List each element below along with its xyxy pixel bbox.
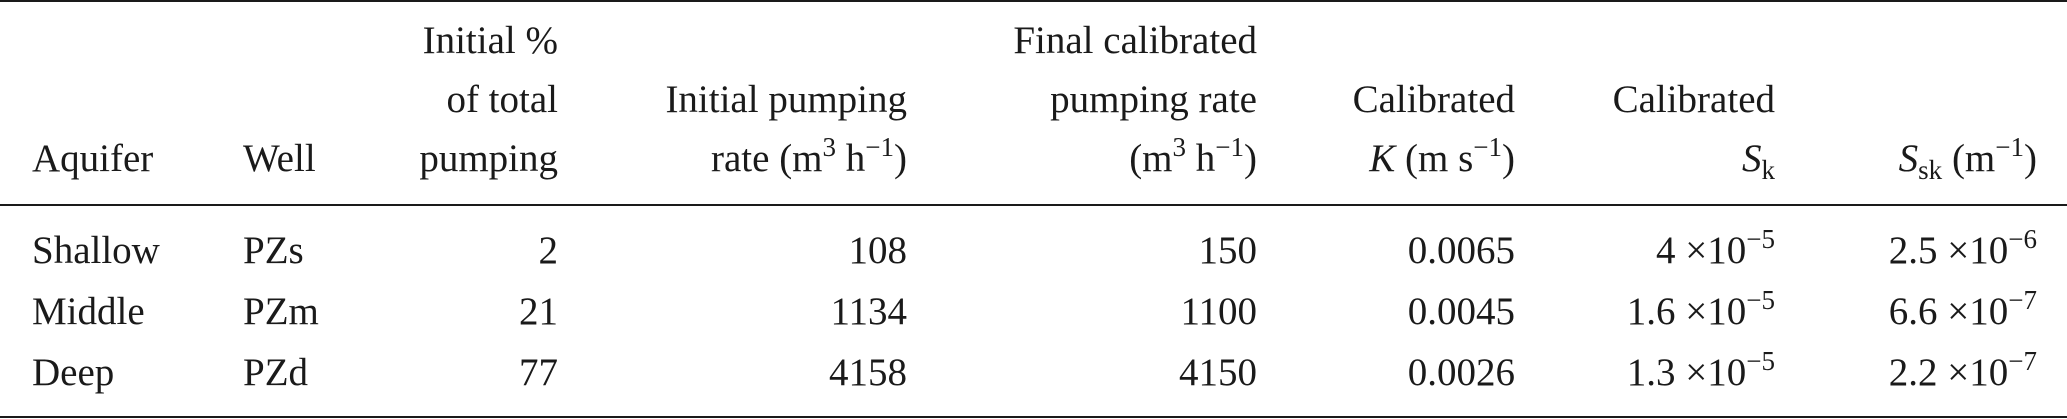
cell-initial-rate: 1134 — [830, 290, 907, 333]
cell-aquifer: Shallow — [32, 229, 160, 272]
cell-k: 0.0026 — [1407, 351, 1515, 394]
header-final-rate-line3: (m3 h−1) — [1129, 132, 1257, 181]
header-initial-pct-line3: pumping — [419, 137, 558, 180]
top-rule — [0, 0, 2067, 2]
header-calibrated-k-line2: K (m s−1) — [1369, 132, 1515, 181]
header-calibrated-sk-line1: Calibrated — [1612, 78, 1775, 121]
cell-initial-rate: 108 — [848, 229, 908, 272]
cell-ssk: 2.5 ×10−6 — [1888, 224, 2037, 273]
bottom-rule — [0, 416, 2067, 418]
cell-final-rate: 1100 — [1180, 290, 1257, 333]
header-ssk: Ssk (m−1) — [1898, 132, 2037, 185]
cell-initial-pct: 21 — [519, 290, 558, 333]
header-initial-pct-line2: of total — [446, 78, 558, 121]
header-final-rate-line1: Final calibrated — [1013, 19, 1257, 62]
header-initial-pct-line1: Initial % — [422, 19, 558, 62]
cell-final-rate: 4150 — [1179, 351, 1257, 394]
cell-initial-pct: 2 — [538, 229, 559, 272]
header-aquifer: Aquifer — [32, 137, 154, 180]
header-calibrated-sk-line2: Sk — [1742, 137, 1775, 185]
cell-aquifer: Middle — [32, 290, 145, 333]
cell-sk: 1.6 ×10−5 — [1626, 285, 1775, 334]
cell-sk: 1.3 ×10−5 — [1626, 346, 1775, 395]
cell-well: PZd — [243, 351, 309, 394]
cell-initial-pct: 77 — [519, 351, 558, 394]
header-calibrated-k-line1: Calibrated — [1352, 78, 1515, 121]
cell-k: 0.0045 — [1407, 290, 1515, 333]
header-well: Well — [243, 137, 316, 180]
header-final-rate-line2: pumping rate — [1050, 78, 1257, 121]
header-initial-rate-line2: rate (m3 h−1) — [711, 132, 907, 181]
cell-well: PZs — [243, 229, 304, 272]
cell-k: 0.0065 — [1407, 229, 1515, 272]
header-initial-rate-line1: Initial pumping — [665, 78, 907, 121]
cell-ssk: 2.2 ×10−7 — [1888, 346, 2037, 395]
cell-ssk: 6.6 ×10−7 — [1888, 285, 2037, 334]
cell-sk: 4 ×10−5 — [1656, 224, 1775, 273]
cell-aquifer: Deep — [32, 351, 115, 394]
cell-well: PZm — [243, 290, 319, 333]
cell-final-rate: 150 — [1198, 229, 1258, 272]
cell-initial-rate: 4158 — [829, 351, 907, 394]
header-rule — [0, 204, 2067, 206]
